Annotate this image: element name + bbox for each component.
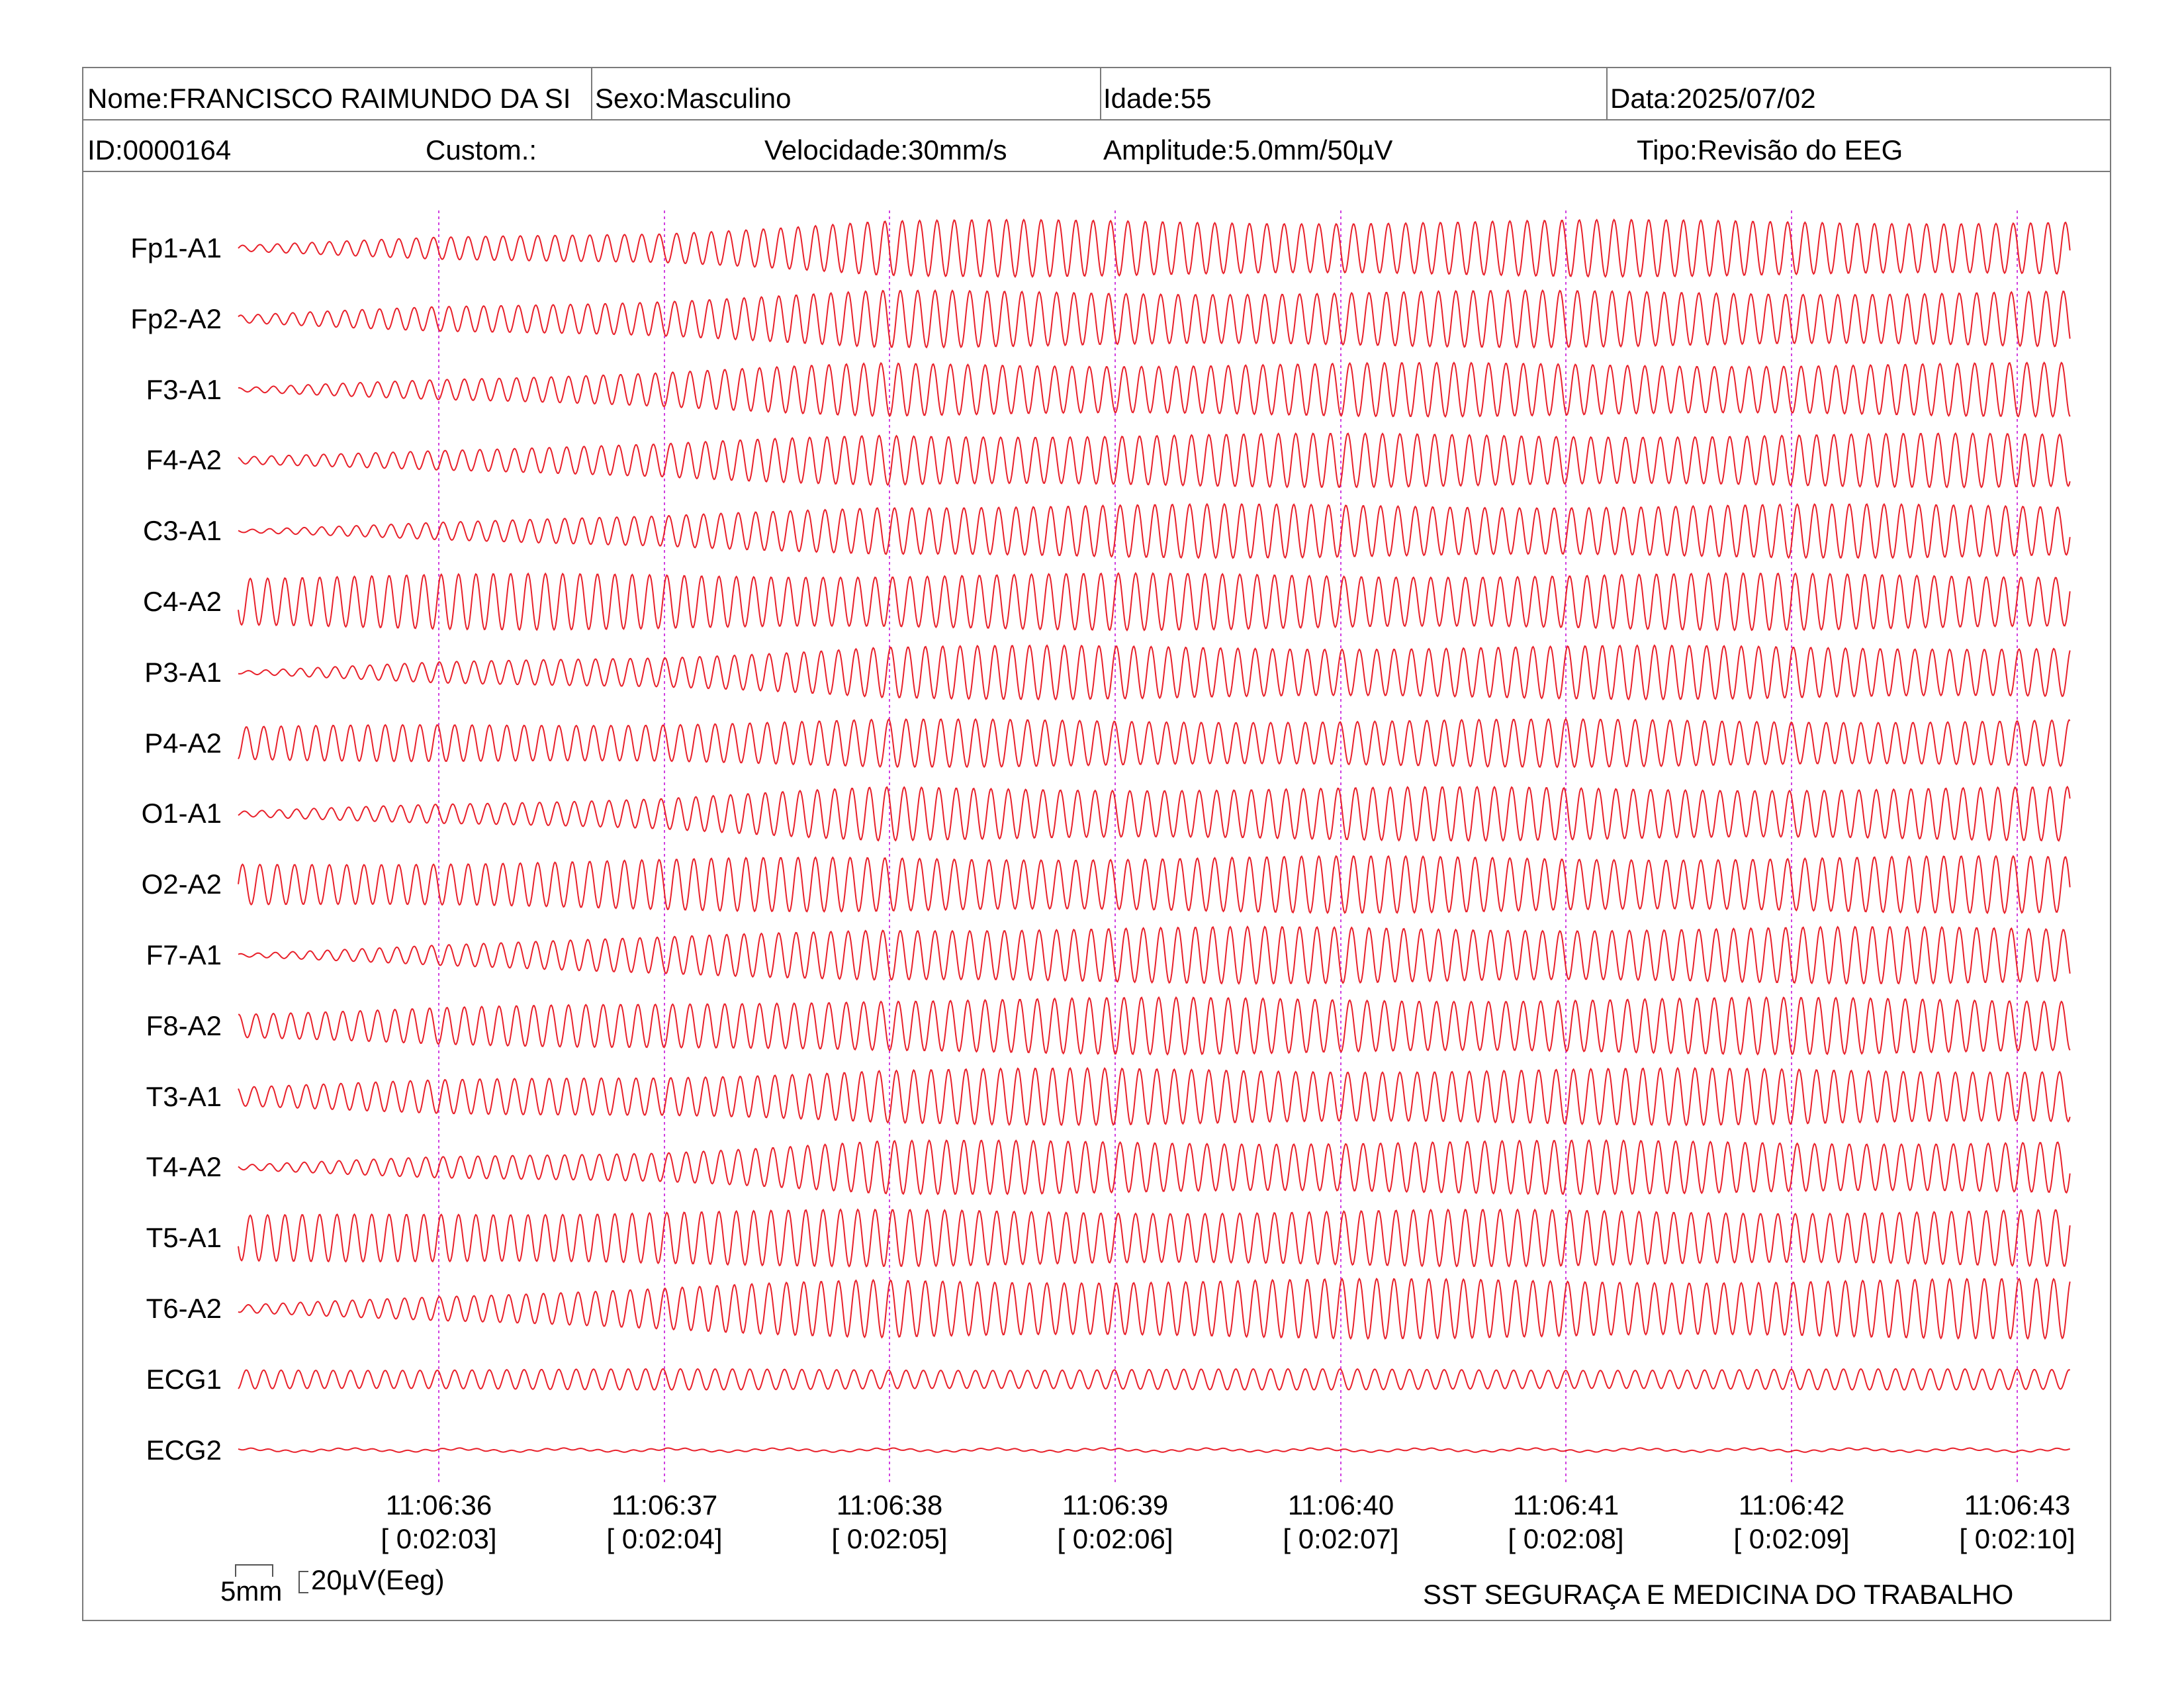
scale-bars — [235, 1564, 308, 1593]
channel-label: O2-A2 — [141, 868, 222, 900]
time-tick-elapsed: [ 0:02:08] — [1508, 1523, 1624, 1554]
time-tick-clock: 11:06:41 — [1512, 1489, 1619, 1521]
channel-label: F4-A2 — [146, 444, 222, 476]
trace-p4-a2 — [238, 718, 2071, 769]
channel-label: Fp1-A1 — [130, 232, 222, 263]
time-tick-elapsed: [ 0:02:10] — [1959, 1523, 2075, 1554]
trace-t3-a1 — [238, 1066, 2071, 1127]
trace-f3-a1 — [238, 361, 2071, 418]
trace-t5-a1 — [238, 1208, 2071, 1268]
time-tick-clock: 11:06:36 — [385, 1489, 492, 1521]
time-tick-elapsed: [ 0:02:09] — [1733, 1523, 1850, 1554]
amplitude-setting: Amplitude:5.0mm/50µV — [1103, 136, 1393, 164]
report-frame — [82, 67, 2111, 1621]
speed-setting: Velocidade:30mm/s — [764, 136, 1007, 164]
time-tick-clock: 11:06:40 — [1287, 1489, 1394, 1521]
header-separator — [1606, 67, 1608, 119]
exam-type: Tipo:Revisão do EEG — [1637, 136, 1903, 164]
channel-label: P3-A1 — [144, 656, 222, 688]
amplitude-scale-label: 20µV(Eeg) — [311, 1564, 445, 1595]
trace-f4-a2 — [238, 432, 2071, 489]
channel-label: ECG1 — [146, 1363, 222, 1395]
channel-label: O1-A1 — [141, 798, 222, 829]
channel-label: C3-A1 — [142, 515, 222, 547]
trace-ecg1 — [238, 1368, 2071, 1391]
exam-date: Data:2025/07/02 — [1610, 85, 1816, 113]
channel-label: T3-A1 — [146, 1080, 222, 1112]
time-tick-elapsed: [ 0:02:06] — [1057, 1523, 1173, 1554]
trace-o1-a1 — [238, 785, 2071, 842]
trace-c3-a1 — [238, 502, 2071, 559]
channel-label: P4-A2 — [144, 727, 222, 759]
channel-label: C4-A2 — [142, 586, 222, 617]
patient-sex: Sexo:Masculino — [595, 85, 792, 113]
trace-f7-a1 — [238, 925, 2071, 985]
time-tick-clock: 11:06:39 — [1062, 1489, 1169, 1521]
custom-field: Custom.: — [426, 136, 537, 164]
trace-o2-a2 — [238, 855, 2071, 915]
channel-label: F8-A2 — [146, 1009, 222, 1041]
time-tick-elapsed: [ 0:02:04] — [606, 1523, 723, 1554]
time-scale-label: 5mm — [220, 1575, 283, 1607]
time-tick-clock: 11:06:37 — [611, 1489, 718, 1521]
time-tick-clock: 11:06:43 — [1964, 1489, 2071, 1521]
channel-label: T5-A1 — [146, 1222, 222, 1254]
header-bottom-divider — [82, 171, 2111, 172]
channel-label: T4-A2 — [146, 1151, 222, 1183]
trace-ecg2 — [238, 1447, 2071, 1453]
trace-t6-a2 — [238, 1277, 2071, 1340]
trace-fp1-a1 — [238, 218, 2071, 278]
amplitude-scale-bar — [298, 1571, 308, 1593]
channel-label: T6-A2 — [146, 1293, 222, 1324]
time-tick-elapsed: [ 0:02:05] — [831, 1523, 948, 1554]
company-name: SST SEGURAÇA E MEDICINA DO TRABALHO — [1423, 1579, 2014, 1610]
trace-c4-a2 — [238, 572, 2071, 632]
time-tick-clock: 11:06:38 — [836, 1489, 943, 1521]
channel-label: F7-A1 — [146, 939, 222, 970]
patient-id: ID:0000164 — [87, 136, 232, 164]
trace-f8-a2 — [238, 996, 2071, 1056]
trace-t4-a2 — [238, 1139, 2071, 1196]
time-tick-clock: 11:06:42 — [1738, 1489, 1845, 1521]
trace-fp2-a2 — [238, 289, 2071, 349]
channel-label: Fp2-A2 — [130, 303, 222, 334]
time-tick-elapsed: [ 0:02:07] — [1283, 1523, 1399, 1554]
time-tick-elapsed: [ 0:02:03] — [381, 1523, 497, 1554]
header-separator — [591, 67, 592, 119]
header-divider — [82, 119, 2111, 120]
header-separator — [1100, 67, 1101, 119]
channel-label: ECG2 — [146, 1434, 222, 1466]
channel-label: F3-A1 — [146, 373, 222, 405]
patient-name: Nome:FRANCISCO RAIMUNDO DA SI — [87, 85, 571, 113]
time-scale-bar — [235, 1564, 273, 1577]
patient-age: Idade:55 — [1103, 85, 1212, 113]
trace-p3-a1 — [238, 644, 2071, 701]
